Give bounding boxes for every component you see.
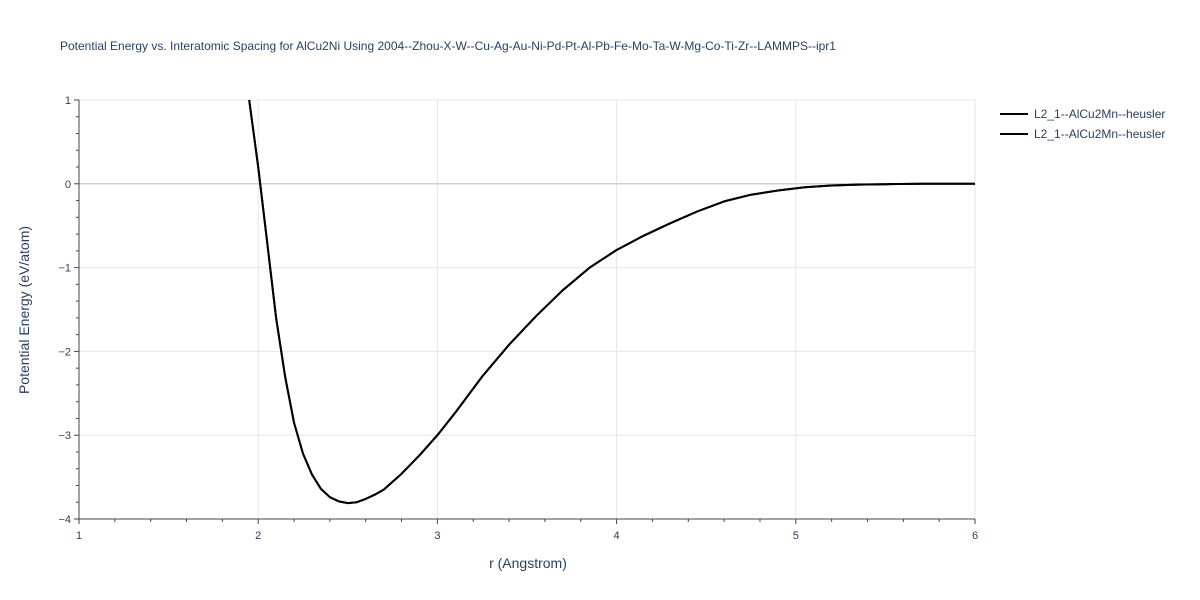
grid <box>79 99 976 519</box>
chart-title: Potential Energy vs. Interatomic Spacing… <box>60 39 836 53</box>
y-tick-label: 0 <box>65 179 71 191</box>
series-layer <box>248 99 975 505</box>
y-axis-title: Potential Energy (eV/atom) <box>16 226 32 394</box>
y-tick-label: −4 <box>58 514 71 526</box>
legend-label[interactable]: L2_1--AlCu2Mn--heusler <box>1034 107 1165 121</box>
x-tick-label: 4 <box>614 530 620 542</box>
y-tick-label: 1 <box>65 95 71 107</box>
y-tick-label: −3 <box>58 430 71 442</box>
x-tick-label: 6 <box>972 530 978 542</box>
x-tick-label: 2 <box>255 530 261 542</box>
x-tick-label: 5 <box>793 530 799 542</box>
x-tick-label: 3 <box>434 530 440 542</box>
legend[interactable]: L2_1--AlCu2Mn--heusler L2_1--AlCu2Mn--heu… <box>1000 107 1165 141</box>
y-tick-label: −1 <box>58 263 71 275</box>
x-tick-label: 1 <box>76 530 82 542</box>
x-axis-title: r (Angstrom) <box>489 555 567 571</box>
y-tick-label: −2 <box>58 346 71 358</box>
axes: 1 2 3 4 5 6 1 0 −1 −2 −3 −4 <box>58 95 978 542</box>
series-line-2 <box>248 99 975 505</box>
legend-label[interactable]: L2_1--AlCu2Mn--heusler <box>1034 127 1165 141</box>
